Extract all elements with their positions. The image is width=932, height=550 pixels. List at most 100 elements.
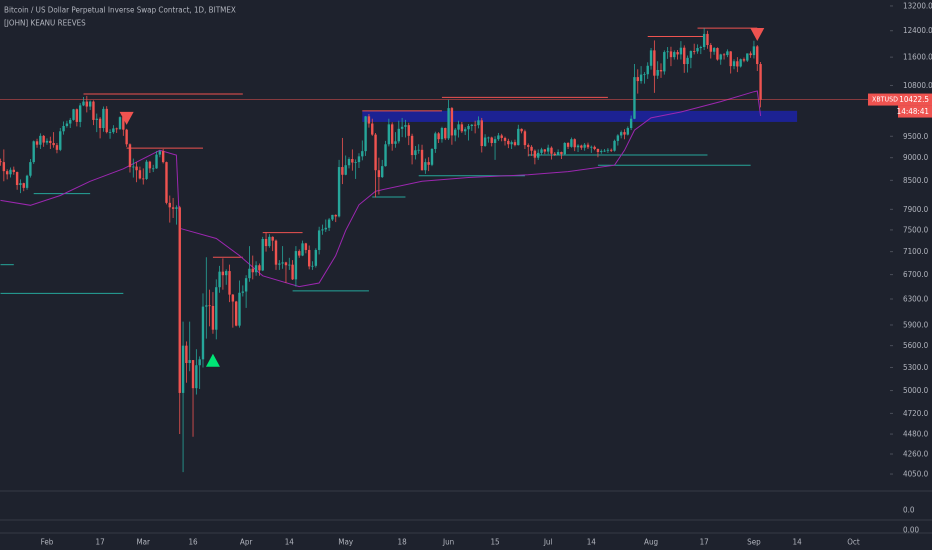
candle-body bbox=[556, 152, 560, 156]
candle-body bbox=[477, 120, 480, 126]
candle-body bbox=[0, 161, 2, 163]
candle-body bbox=[301, 243, 304, 256]
candle-body bbox=[135, 166, 138, 171]
y-tick-label: 8500.0 bbox=[903, 176, 929, 185]
candle-body bbox=[95, 118, 98, 120]
candle-body bbox=[125, 129, 128, 145]
candle-body bbox=[603, 150, 606, 152]
chart-title: Bitcoin / US Dollar Perpetual Inverse Sw… bbox=[4, 6, 236, 15]
candle-body bbox=[470, 124, 474, 126]
candle-body bbox=[653, 50, 656, 76]
y-tick-label: 6300.0 bbox=[903, 294, 929, 303]
candle-body bbox=[307, 249, 311, 267]
candle-body bbox=[62, 125, 65, 132]
candle-body bbox=[178, 207, 181, 393]
candle-body bbox=[215, 287, 218, 330]
candle-body bbox=[98, 118, 102, 129]
candle-body bbox=[742, 59, 746, 61]
candle-body bbox=[231, 294, 235, 302]
candle-body bbox=[692, 51, 696, 52]
candle-body bbox=[543, 149, 547, 152]
candle-body bbox=[155, 154, 158, 169]
candle-body bbox=[341, 167, 344, 175]
candle-body bbox=[636, 77, 639, 82]
candle-body bbox=[42, 135, 45, 143]
candle-body bbox=[686, 57, 689, 65]
candle-body bbox=[623, 132, 626, 135]
candle-body bbox=[619, 132, 623, 136]
x-tick-label: Aug bbox=[644, 538, 658, 547]
last-price-label: 10422.5 bbox=[899, 95, 929, 104]
y-tick-label: 6700.0 bbox=[903, 270, 929, 279]
candle-body bbox=[148, 161, 152, 169]
candle-body bbox=[198, 359, 201, 366]
x-tick-label: 17 bbox=[96, 538, 105, 547]
candle-body bbox=[29, 162, 32, 176]
x-tick-label: May bbox=[338, 538, 354, 547]
candle-body bbox=[82, 101, 85, 106]
candle-body bbox=[371, 123, 374, 135]
candle-body bbox=[679, 47, 683, 55]
y-tick-label: 7900.0 bbox=[903, 205, 929, 214]
candle-body bbox=[606, 149, 610, 151]
candle-body bbox=[218, 271, 221, 288]
candle-body bbox=[304, 243, 308, 250]
candle-body bbox=[138, 170, 142, 179]
candle-body bbox=[55, 145, 59, 150]
candle-body bbox=[440, 128, 444, 140]
candle-body bbox=[467, 125, 470, 130]
candle-body bbox=[669, 51, 673, 58]
candle-body bbox=[517, 128, 520, 146]
candle-body bbox=[122, 117, 125, 130]
candle-body bbox=[487, 137, 490, 139]
candle-body bbox=[390, 124, 394, 144]
candle-body bbox=[683, 47, 686, 65]
candle-body bbox=[128, 144, 132, 168]
candle-body bbox=[75, 109, 79, 122]
y-tick-label: 5600.0 bbox=[903, 341, 929, 350]
candle-body bbox=[729, 51, 732, 67]
candle-body bbox=[357, 156, 361, 163]
candle-body bbox=[327, 219, 331, 228]
candle-body bbox=[520, 128, 523, 132]
candle-body bbox=[639, 74, 643, 82]
candle-body bbox=[158, 151, 162, 155]
candle-body bbox=[221, 271, 225, 276]
candle-body bbox=[570, 139, 573, 147]
candle-body bbox=[311, 265, 314, 267]
candle-body bbox=[208, 305, 211, 307]
trail-line bbox=[0, 90, 762, 288]
x-tick-label: 14 bbox=[285, 538, 295, 547]
candle-body bbox=[188, 360, 191, 364]
candle-body bbox=[424, 162, 427, 171]
candle-body bbox=[600, 151, 603, 153]
candle-body bbox=[364, 116, 367, 152]
countdown-box bbox=[898, 105, 932, 118]
candle-body bbox=[752, 46, 756, 56]
candle-body bbox=[25, 175, 29, 188]
candle-body bbox=[503, 137, 507, 141]
candle-body bbox=[510, 142, 513, 145]
candle-body bbox=[610, 149, 613, 151]
candle-body bbox=[321, 229, 324, 231]
candle-body bbox=[490, 137, 493, 143]
candle-body bbox=[32, 141, 35, 163]
candle-body bbox=[696, 48, 699, 52]
candle-body bbox=[394, 141, 397, 144]
candle-body bbox=[596, 148, 600, 153]
candle-body bbox=[546, 147, 550, 152]
candle-body bbox=[410, 135, 414, 156]
zone bbox=[362, 110, 798, 122]
candle-body bbox=[165, 162, 168, 203]
plot bbox=[0, 27, 890, 473]
candle-body bbox=[457, 124, 460, 130]
candle-body bbox=[9, 169, 12, 175]
candle-body bbox=[298, 251, 301, 256]
candle-body bbox=[261, 239, 264, 271]
x-tick-label: 14 bbox=[587, 538, 597, 547]
candle-body bbox=[268, 236, 271, 247]
candle-body bbox=[72, 109, 75, 120]
y-tick-label: 10800.0 bbox=[903, 81, 932, 90]
candle-body bbox=[407, 125, 410, 136]
